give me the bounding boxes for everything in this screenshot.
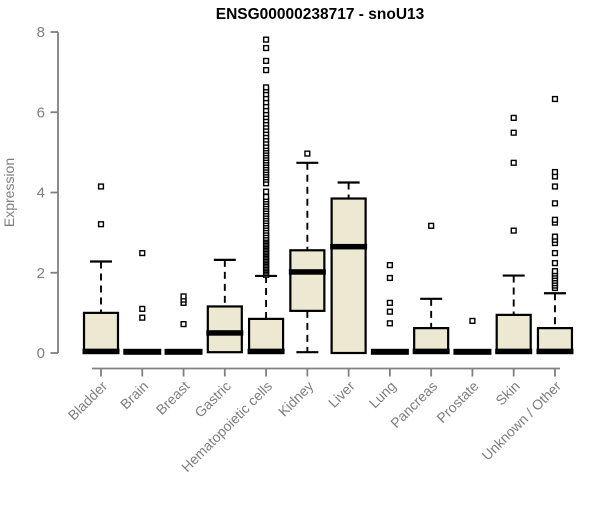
outlier-point xyxy=(180,293,187,300)
x-axis-label-brain: Brain xyxy=(117,378,151,412)
outlier-point xyxy=(386,308,393,315)
outlier-point xyxy=(139,249,146,257)
y-tick-label: 2 xyxy=(37,265,45,282)
outlier-point xyxy=(551,249,559,257)
y-tick-label: 6 xyxy=(37,104,45,121)
outlier-point xyxy=(262,44,270,52)
boxplot-gastric xyxy=(206,258,244,354)
outlier-point xyxy=(551,95,559,103)
x-axis-label-kidney: Kidney xyxy=(275,378,317,420)
outlier-point xyxy=(262,67,270,74)
iqr-box xyxy=(289,249,326,312)
x-axis-label-prostate: Prostate xyxy=(433,378,481,426)
x-axis-label-breast: Breast xyxy=(153,378,193,418)
outlier-point xyxy=(510,227,517,234)
outlier-point xyxy=(551,200,559,207)
outlier-point xyxy=(386,262,393,269)
y-axis: 0 2 4 6 8 Expression xyxy=(1,24,59,362)
boxplot-lung xyxy=(370,262,409,355)
outlier-point xyxy=(97,221,105,228)
median-line xyxy=(536,348,574,355)
y-tick-label: 8 xyxy=(37,24,45,41)
iqr-box xyxy=(247,317,285,355)
outlier-point xyxy=(262,84,270,91)
outlier-point xyxy=(510,114,517,121)
outlier-point xyxy=(386,320,393,327)
x-axis-label-skin: Skin xyxy=(492,378,523,409)
median-line xyxy=(330,243,368,250)
iqr-box xyxy=(82,311,120,355)
median-line xyxy=(288,269,326,275)
outlier-point xyxy=(428,222,435,229)
median-line xyxy=(247,348,285,355)
outlier-point xyxy=(551,216,559,223)
outlier-point xyxy=(139,314,146,321)
median-line xyxy=(495,348,533,355)
outlier-point xyxy=(510,129,517,136)
x-axis-label-lung: Lung xyxy=(366,378,399,411)
iqr-box xyxy=(206,305,243,354)
outlier-point xyxy=(139,305,146,312)
collapsed-box xyxy=(164,348,203,355)
outlier-point xyxy=(262,57,270,64)
boxplot-kidney xyxy=(288,150,326,354)
y-axis-title: Expression xyxy=(1,158,17,227)
outlier-point xyxy=(386,274,393,282)
outlier-point xyxy=(97,183,105,190)
boxplot-breast xyxy=(164,293,203,355)
outlier-point xyxy=(180,321,187,328)
median-line xyxy=(206,330,244,336)
chart-title: ENSG00000238717 - snoU13 xyxy=(216,6,425,23)
y-tick-label: 4 xyxy=(37,185,45,202)
outlier-point xyxy=(469,317,476,325)
median-line xyxy=(412,348,450,355)
y-tick-label: 0 xyxy=(37,345,45,362)
collapsed-box xyxy=(370,348,409,355)
outlier-point xyxy=(551,168,559,176)
outlier-point xyxy=(262,36,270,43)
boxplot-bladder xyxy=(82,183,120,355)
boxplot-brain xyxy=(123,249,162,355)
iqr-box xyxy=(495,313,532,355)
iqr-box xyxy=(330,197,367,355)
boxplot-liver xyxy=(330,181,368,355)
x-axis-label-liver: Liver xyxy=(325,378,358,411)
median-line xyxy=(82,348,120,355)
outlier-point xyxy=(262,193,270,201)
collapsed-box xyxy=(453,348,492,355)
outlier-point xyxy=(510,159,517,166)
boxplot-unknown-other xyxy=(536,95,574,355)
outlier-point xyxy=(551,183,559,190)
collapsed-box xyxy=(123,348,162,355)
outlier-point xyxy=(551,268,559,275)
outlier-point xyxy=(262,188,270,195)
outlier-point xyxy=(551,260,559,267)
boxplot-skin xyxy=(495,114,533,355)
boxplot-pancreas xyxy=(412,222,450,355)
outlier-point xyxy=(386,299,393,306)
boxplot-prostate xyxy=(453,317,492,355)
boxplot-hematopoietic-cells xyxy=(247,36,285,355)
outlier-point xyxy=(551,233,559,240)
x-axis-label-bladder: Bladder xyxy=(65,378,111,424)
outlier-point xyxy=(304,150,311,157)
